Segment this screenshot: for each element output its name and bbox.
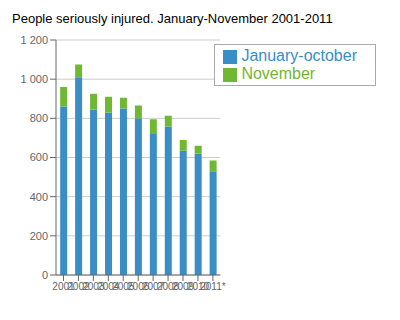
svg-text:2001: 2001 [52,281,75,293]
svg-text:2005: 2005 [112,281,135,293]
html-text:November: November [241,65,316,82]
html-text:People seriously injured. Janu: People seriously injured. January-Novemb… [12,11,333,26]
svg-text:2006: 2006 [127,281,150,293]
svg-text:2002: 2002 [67,281,90,293]
svg-text:1 200: 1 200 [20,34,48,46]
html-text:January-october: January-october [241,47,357,64]
svg-text:200: 200 [30,230,48,242]
svg-text:0: 0 [42,269,48,281]
svg-text:400: 400 [30,191,48,203]
svg-text:2004: 2004 [97,281,120,293]
svg-text:600: 600 [30,151,48,163]
svg-text:2009: 2009 [171,281,195,293]
svg-text:2010: 2010 [186,281,210,293]
svg-text:2003: 2003 [82,281,105,293]
svg-text:800: 800 [30,112,48,124]
svg-text:2011*: 2011* [200,281,226,292]
svg-text:1 000: 1 000 [20,73,48,85]
svg-text:2007: 2007 [142,281,165,293]
svg-text:2008: 2008 [156,281,180,293]
